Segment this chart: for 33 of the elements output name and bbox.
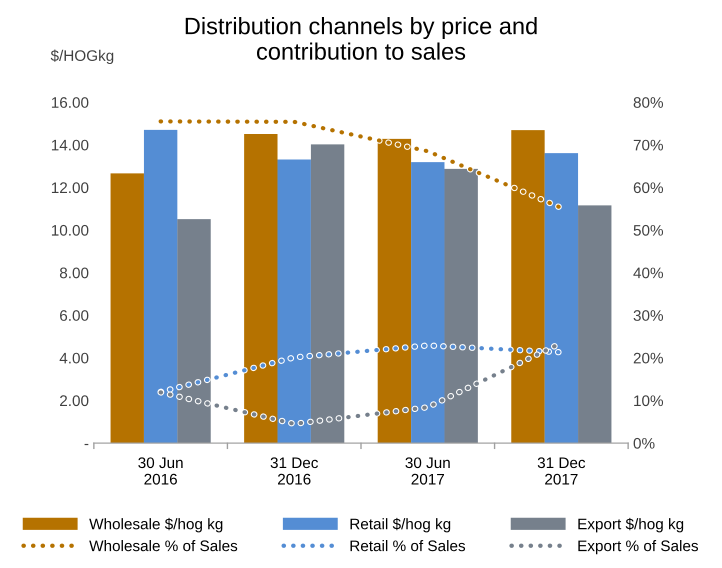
x-tick-label: 30 Jun 2016 [138, 457, 183, 485]
y-tick-label: 12.00 [52, 182, 88, 194]
y2-tick-label: 30% [634, 310, 664, 321]
y2-tick-label: 70% [634, 140, 664, 151]
y-tick-label: 14.00 [52, 140, 88, 151]
legend-label: Export % of Sales [578, 540, 698, 554]
legend-label: Wholesale $/hog kg [89, 518, 222, 532]
x-tick-label: 30 Jun 2017 [405, 457, 450, 485]
legend-label: Export $/hog kg [578, 518, 684, 532]
legend-label: Retail $/hog kg [350, 518, 450, 532]
bar [110, 173, 144, 444]
y-tick-label: 8.00 [60, 268, 88, 278]
x-tick-label: 31 Dec 2016 [270, 457, 318, 485]
x-tick-label: 31 Dec 2017 [538, 457, 586, 485]
y-tick-label: - [84, 444, 88, 446]
y2-tick-label: 80% [634, 97, 664, 108]
bar [244, 134, 278, 444]
y-tick-label: 4.00 [60, 352, 88, 364]
y-tick-label: 2.00 [60, 395, 88, 406]
y2-tick-label: 20% [634, 352, 664, 364]
legend-label: Wholesale % of Sales [89, 540, 238, 552]
y-tick-label: 6.00 [60, 310, 88, 321]
legend-label: Retail % of Sales [350, 540, 466, 552]
y-axis-title: $/HOGkg [50, 50, 114, 64]
y2-tick-label: 0% [634, 438, 655, 449]
y2-tick-label: 10% [634, 395, 664, 406]
y2-tick-label: 40% [633, 268, 664, 278]
y-tick-label: 10.00 [52, 224, 88, 236]
y-tick-label: 16.00 [52, 97, 88, 108]
y2-tick-label: 50% [634, 224, 664, 236]
y2-tick-label: 60% [634, 182, 664, 194]
chart-title: Distribution channels by price and contribution to sales [186, 17, 537, 60]
bar [578, 205, 612, 444]
